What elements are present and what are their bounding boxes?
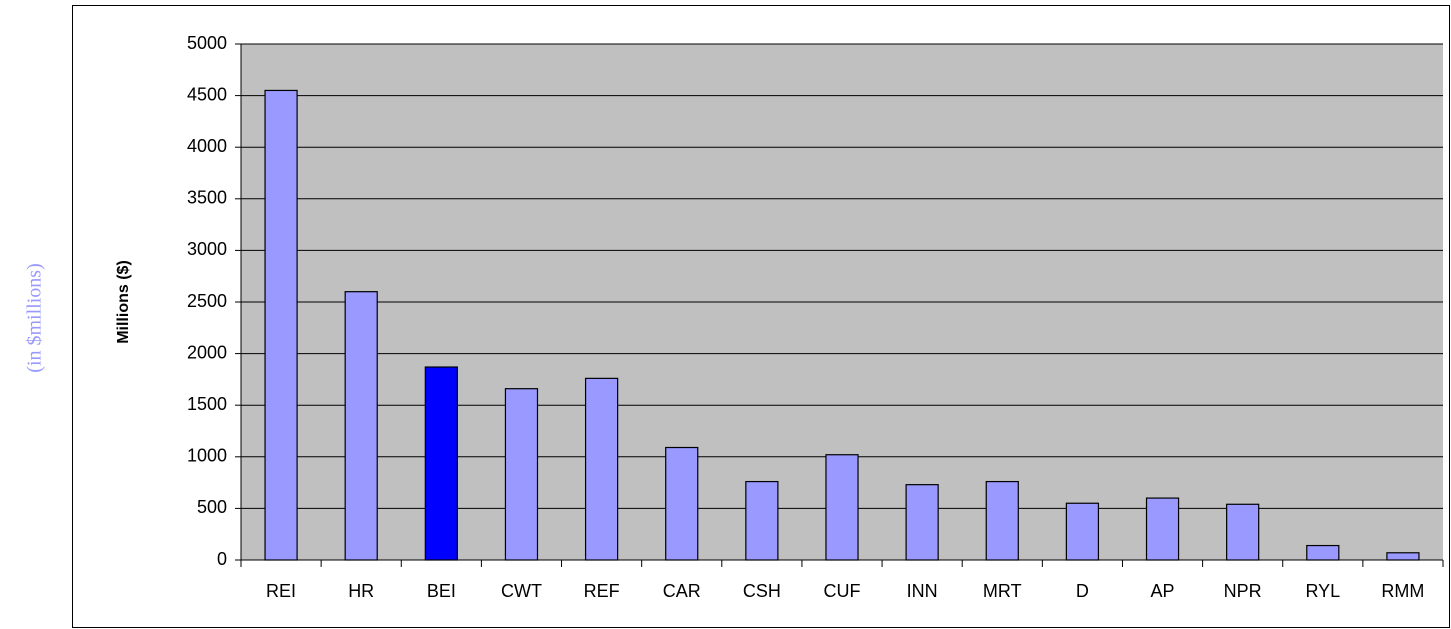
bar	[985, 480, 1019, 561]
x-tick-label: AP	[1151, 581, 1175, 601]
bar	[344, 291, 378, 561]
x-tick-label: HR	[348, 581, 374, 601]
x-tick-label: INN	[907, 581, 938, 601]
x-tick-label: CWT	[501, 581, 542, 601]
y-tick-label: 4000	[187, 136, 227, 156]
x-tick-label: D	[1076, 581, 1089, 601]
y-tick-label: 3500	[187, 188, 227, 208]
bar	[665, 446, 699, 561]
bar	[1145, 497, 1180, 561]
bar	[504, 388, 539, 561]
x-tick-label: CSH	[743, 581, 781, 601]
x-tick-label: RYL	[1305, 581, 1340, 601]
y-tick-label: 2000	[187, 342, 227, 362]
bar	[1065, 502, 1100, 561]
bar	[745, 480, 779, 561]
y-tick-label: 5000	[187, 33, 227, 53]
x-tick-label: NPR	[1224, 581, 1262, 601]
bar	[1306, 544, 1340, 561]
y-tick-label: 3000	[187, 239, 227, 259]
bar	[825, 454, 859, 561]
bar	[905, 484, 939, 561]
y-tick-label: 4500	[187, 84, 227, 104]
x-tick-label: BEI	[427, 581, 456, 601]
x-tick-label: REI	[266, 581, 296, 601]
annotation: (in $millions)	[24, 263, 46, 372]
x-tick-label: CAR	[663, 581, 701, 601]
x-tick-label: MRT	[983, 581, 1022, 601]
y-tick-label: 500	[197, 497, 227, 517]
y-tick-label: 0	[217, 549, 227, 569]
x-tick-label: RMM	[1381, 581, 1424, 601]
y-tick-label: 1000	[187, 446, 227, 466]
bar	[1226, 503, 1260, 561]
bar	[1386, 552, 1420, 561]
y-tick-label: 2500	[187, 291, 227, 311]
bar	[264, 89, 298, 561]
x-tick-label: CUF	[824, 581, 861, 601]
y-axis-label: Millions ($)	[115, 260, 132, 344]
y-tick-label: 1500	[187, 394, 227, 414]
x-tick-label: REF	[584, 581, 620, 601]
bar	[584, 377, 619, 561]
bar	[424, 366, 458, 561]
